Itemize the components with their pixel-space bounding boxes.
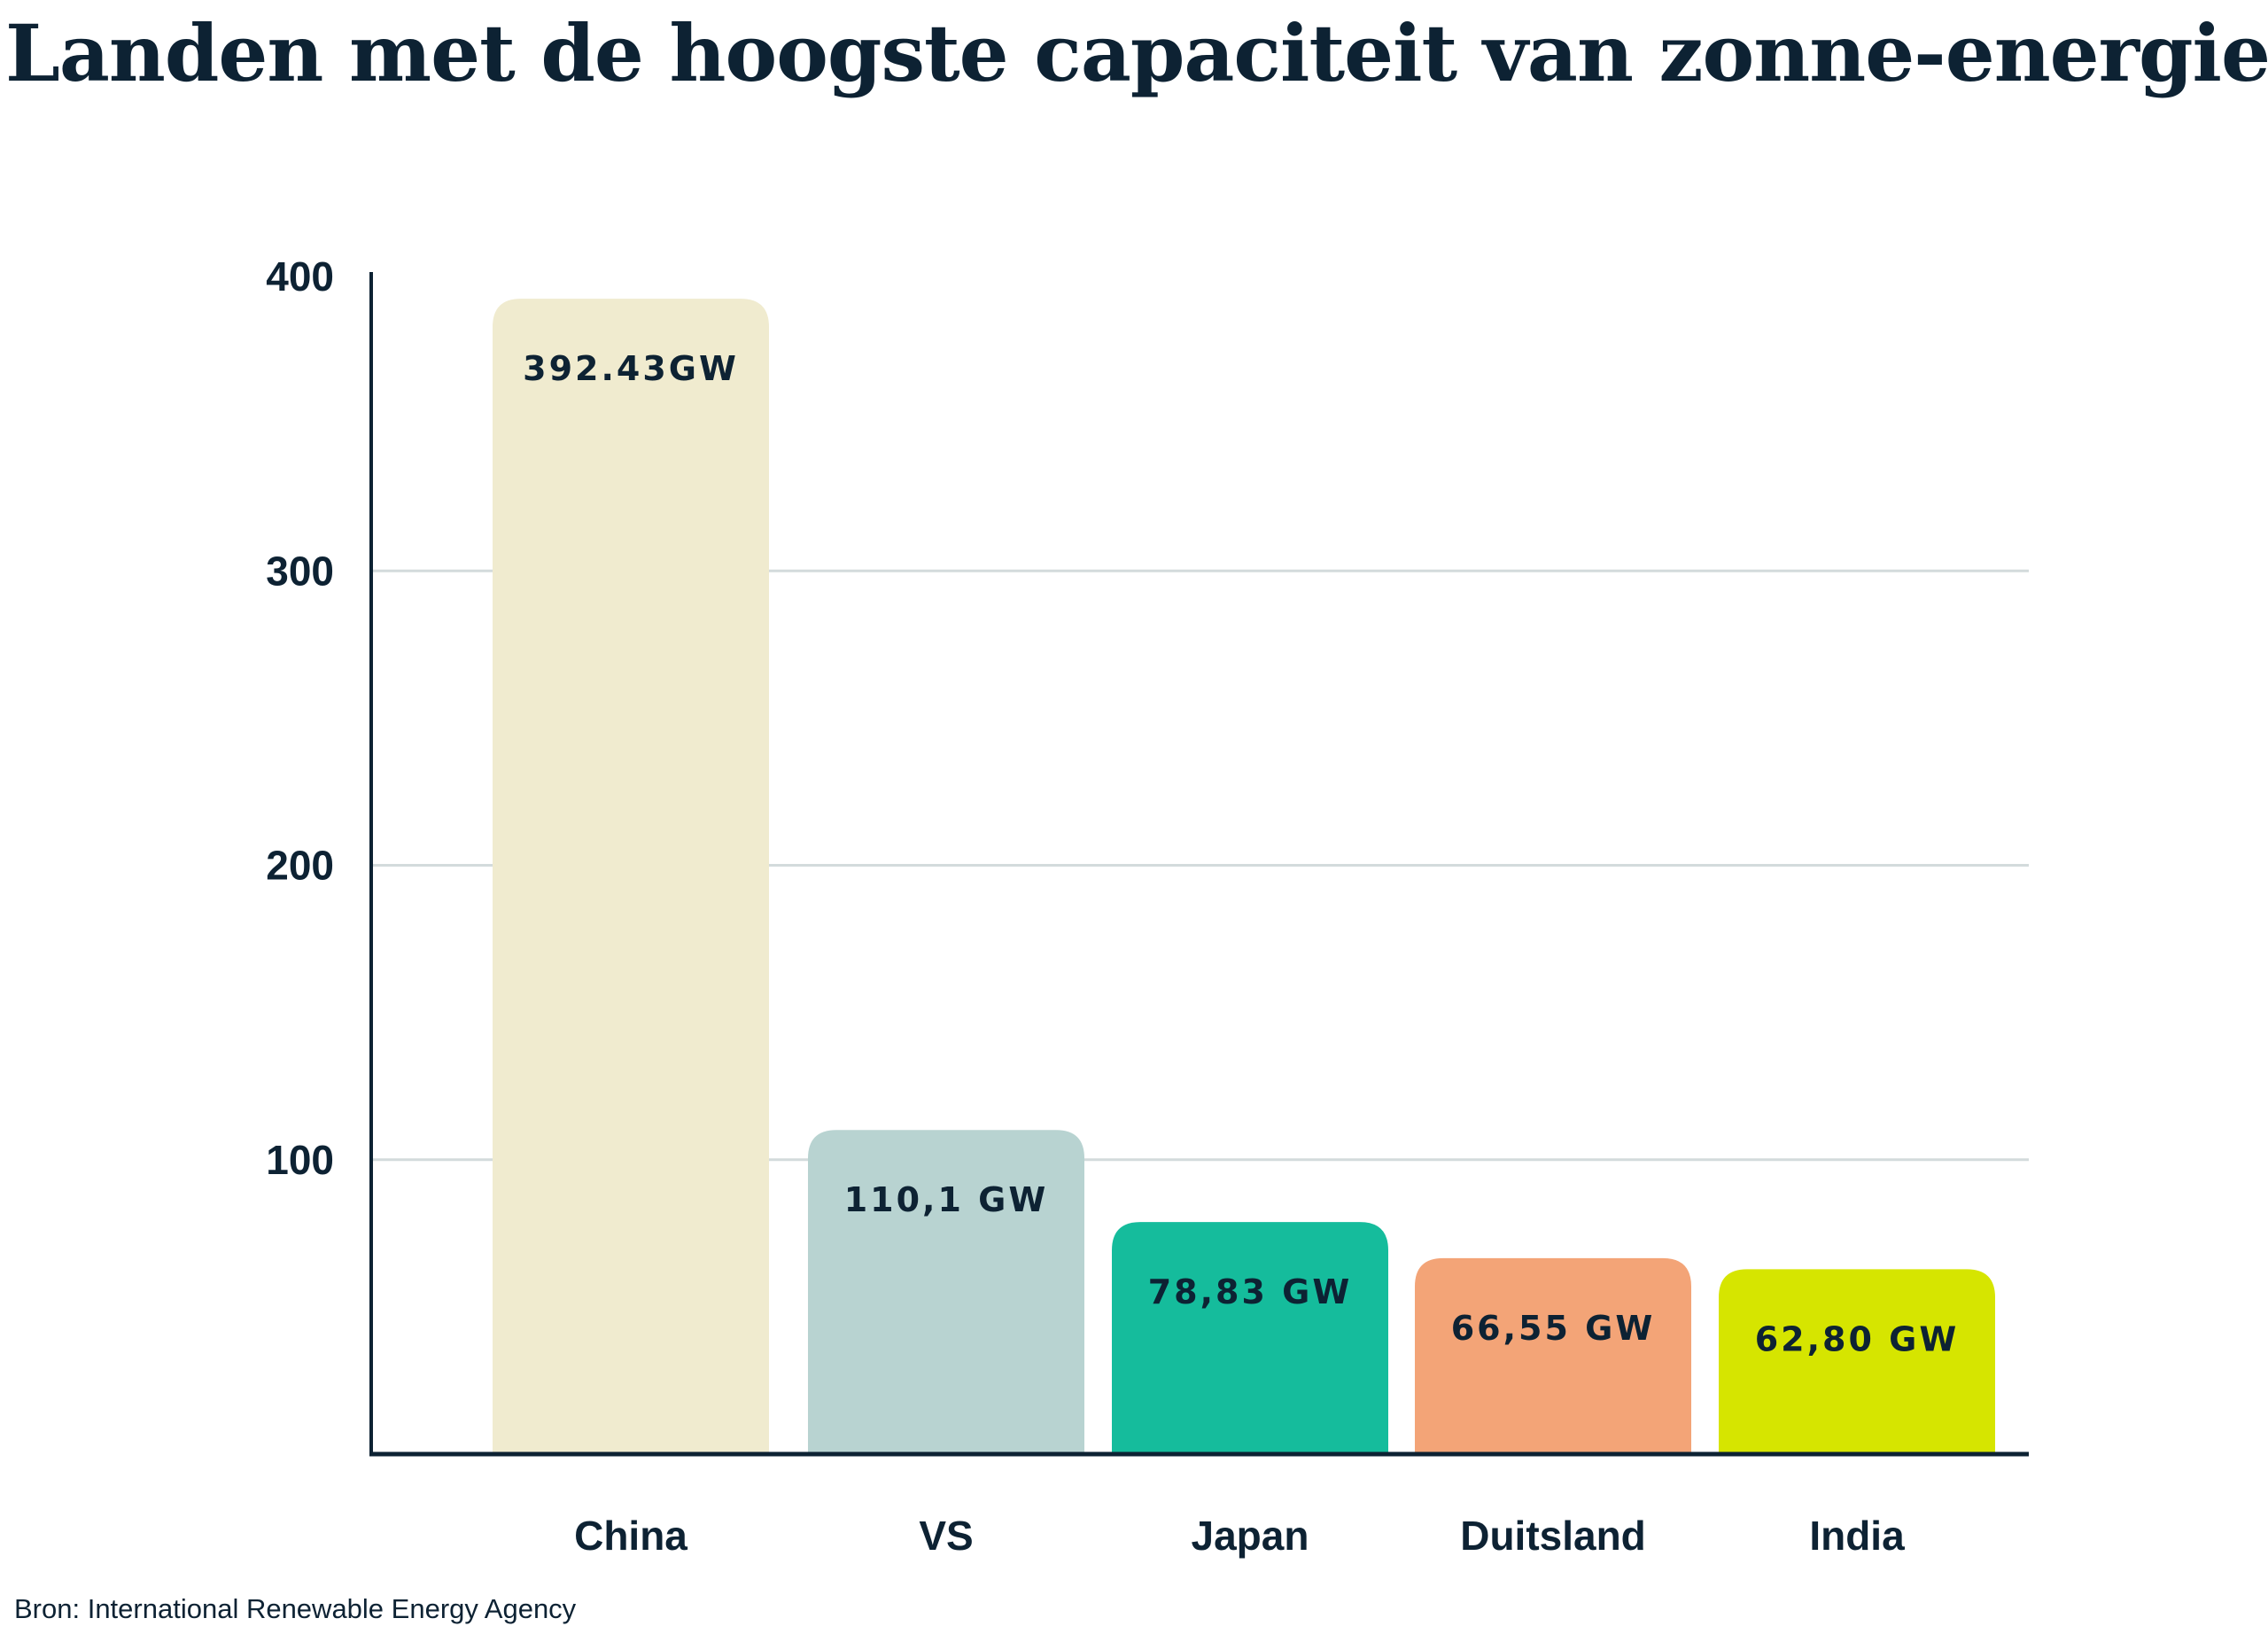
x-tick-label: China [574, 1513, 687, 1559]
x-tick-label: India [1809, 1513, 1905, 1559]
source-note: Bron: International Renewable Energy Age… [14, 1593, 577, 1624]
data-label: 66,55 GW [1451, 1309, 1656, 1348]
data-label: 392.43GW [523, 349, 739, 388]
y-tick-label: 300 [266, 548, 334, 594]
x-tick-label: VS [919, 1513, 973, 1559]
y-tick-label: 400 [266, 253, 334, 300]
x-tick-label: Japan [1192, 1513, 1309, 1559]
bar-china [493, 299, 769, 1454]
chart-title: Landen met de hoogste capaciteit van zon… [5, 7, 2268, 99]
data-label: 78,83 GW [1148, 1272, 1353, 1311]
y-tick-label: 100 [266, 1137, 334, 1183]
bar-duitsland [1415, 1257, 1691, 1454]
data-label: 62,80 GW [1755, 1319, 1960, 1358]
bar-vs [808, 1130, 1084, 1454]
data-label: 110,1 GW [844, 1180, 1049, 1219]
x-tick-label: Duitsland [1460, 1513, 1646, 1559]
bar-japan [1112, 1222, 1388, 1454]
bar-india [1719, 1269, 1995, 1454]
y-tick-label: 200 [266, 843, 334, 889]
